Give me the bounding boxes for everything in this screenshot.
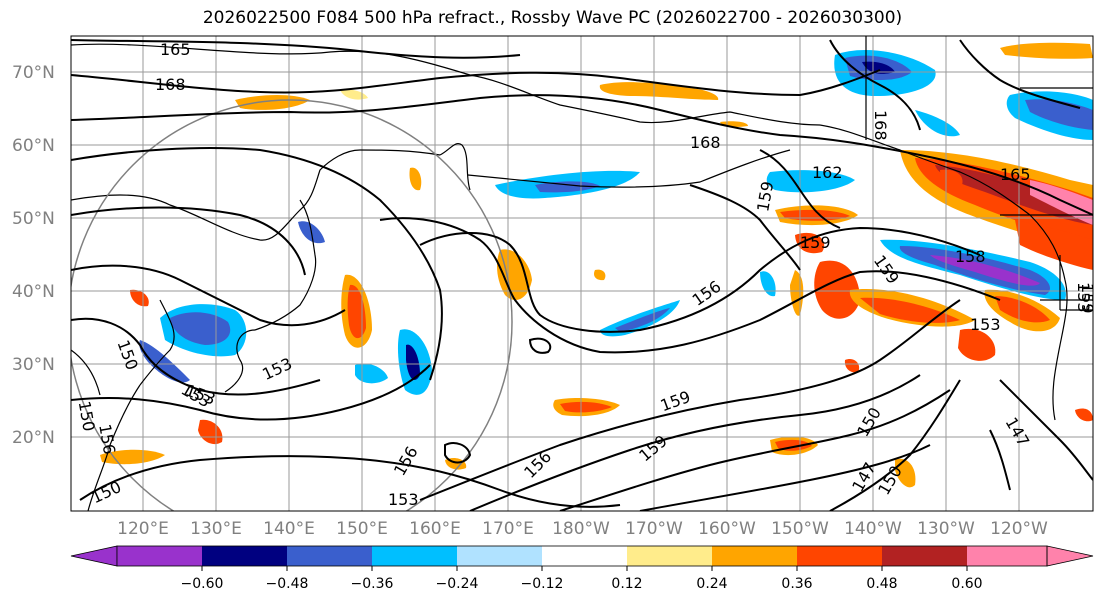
colorbar-segment <box>202 546 287 566</box>
lon-label: 160°W <box>698 519 756 539</box>
colorbar-segment <box>117 546 202 566</box>
colorbar-min-extend <box>70 545 118 567</box>
colorbar-segment <box>712 546 797 566</box>
contour-label: 165 <box>1000 165 1031 184</box>
colorbar-tick-label: 0.48 <box>866 576 897 592</box>
lat-label: 60°N <box>12 136 55 156</box>
lon-label: 160°E <box>409 519 461 539</box>
latitude-labels: 70°N 60°N 50°N 40°N 30°N 20°N <box>12 63 55 448</box>
contours <box>71 39 1093 511</box>
colorbar-tick-label: −0.24 <box>436 576 479 592</box>
lon-label: 120°W <box>990 519 1048 539</box>
contour-label: 168 <box>871 110 890 141</box>
lon-label: 150°W <box>771 519 829 539</box>
lat-label: 70°N <box>12 63 55 83</box>
colorbar-tick-label: 0.24 <box>696 576 727 592</box>
contour-label: 168 <box>690 133 721 152</box>
colorbar-segment <box>542 546 627 566</box>
lon-label: 170°E <box>482 519 534 539</box>
contour-label: 153 <box>388 490 419 509</box>
colorbar-tick-label: −0.12 <box>521 576 564 592</box>
colorbar-tick-label: −0.36 <box>351 576 394 592</box>
lat-label: 30°N <box>12 355 55 375</box>
colorbar-tick-label: 0.12 <box>611 576 642 592</box>
colorbar-max-extend <box>1046 545 1094 567</box>
colorbar-segment <box>457 546 542 566</box>
lon-label: 170°W <box>625 519 683 539</box>
map-background <box>71 36 1093 511</box>
contour-label: 162 <box>812 163 843 182</box>
lon-label: 120°E <box>117 519 169 539</box>
contour-label: 168 <box>155 75 186 94</box>
colorbar-segment <box>797 546 882 566</box>
colorbar-segment <box>967 546 1047 566</box>
colorbar-tick-label: −0.60 <box>181 576 224 592</box>
colorbar-frame <box>116 545 1048 567</box>
lon-label: 130°W <box>917 519 975 539</box>
colorbar-segment <box>627 546 712 566</box>
lon-label: 140°E <box>263 519 315 539</box>
contour-label: 159 <box>1078 283 1097 314</box>
contour-label: 153 <box>970 315 1001 334</box>
contour-label: 159 <box>800 233 831 252</box>
longitude-labels: 120°E 130°E 140°E 150°E 160°E 170°E 180°… <box>117 519 1048 539</box>
lon-label: 130°E <box>190 519 242 539</box>
colorbar-tick-label: 0.60 <box>951 576 982 592</box>
map-content: 165 168 168 168 162 165 159 159 156 159 … <box>71 36 1097 511</box>
lon-label: 140°W <box>844 519 902 539</box>
anomaly-shading <box>139 50 1093 395</box>
coastlines <box>71 36 1093 511</box>
contour-label: 158 <box>955 247 986 266</box>
lat-label: 40°N <box>12 282 55 302</box>
colorbar-tick-label: −0.48 <box>266 576 309 592</box>
colorbar-segment <box>372 546 457 566</box>
colorbar-ticks <box>201 566 968 571</box>
colorbar: −0.60 −0.48 −0.36 −0.24 −0.12 0.12 0.24 … <box>70 545 1094 592</box>
lon-label: 180°W <box>552 519 610 539</box>
graticule <box>71 36 1093 511</box>
colorbar-segment <box>287 546 372 566</box>
lon-label: 150°E <box>336 519 388 539</box>
map-frame <box>70 35 1094 512</box>
figure-title: 2026022500 F084 500 hPa refract., Rossby… <box>202 8 903 28</box>
contour-label: 165 <box>160 40 191 59</box>
lat-label: 50°N <box>12 209 55 229</box>
positive-shading <box>100 42 1093 488</box>
contour-label: 153 <box>1074 282 1093 313</box>
colorbar-tick-label: 0.36 <box>781 576 812 592</box>
lat-label: 20°N <box>12 428 55 448</box>
colorbar-segment <box>882 546 967 566</box>
reference-circle <box>71 99 513 511</box>
